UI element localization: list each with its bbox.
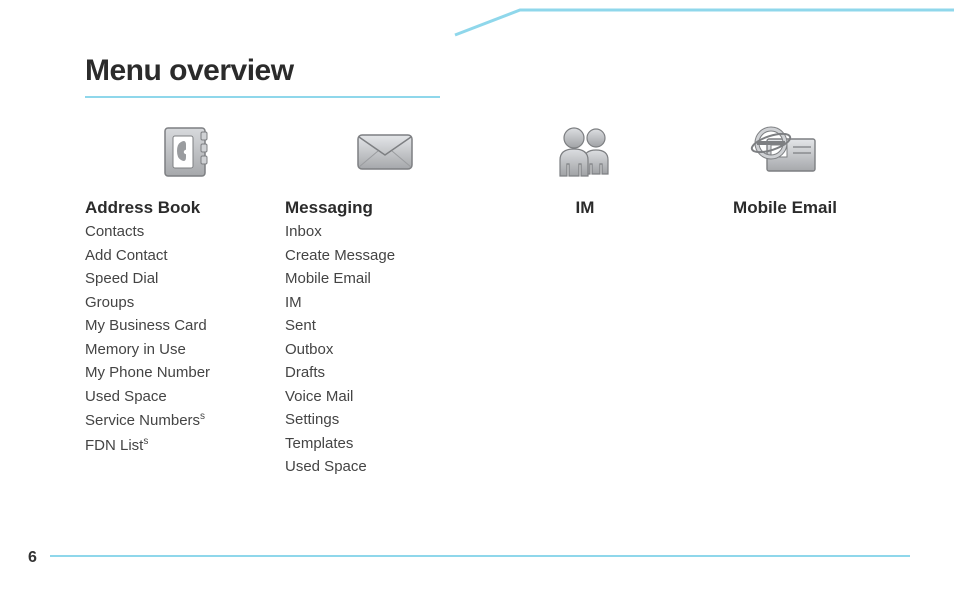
list-item: Used Space <box>285 457 395 477</box>
envelope-icon <box>354 120 416 184</box>
column-im: IM <box>485 120 685 477</box>
address-book-items: Contacts Add Contact Speed Dial Groups M… <box>85 222 210 455</box>
list-item: Mobile Email <box>285 269 395 289</box>
messaging-items: Inbox Create Message Mobile Email IM Sen… <box>285 222 395 477</box>
page-number: 6 <box>28 549 43 567</box>
list-item: Contacts <box>85 222 210 242</box>
im-title: IM <box>576 198 595 218</box>
list-item: Drafts <box>285 363 395 383</box>
mobile-email-title: Mobile Email <box>733 198 837 218</box>
page-title: Menu overview <box>85 54 294 88</box>
list-item: Used Space <box>85 387 210 407</box>
list-item: My Business Card <box>85 316 210 336</box>
list-item: Outbox <box>285 340 395 360</box>
list-item: Memory in Use <box>85 340 210 360</box>
menu-columns: Address Book Contacts Add Contact Speed … <box>85 120 885 477</box>
column-messaging: Messaging Inbox Create Message Mobile Em… <box>285 120 485 477</box>
title-underline <box>85 96 440 98</box>
list-item: Speed Dial <box>85 269 210 289</box>
list-item: My Phone Number <box>85 363 210 383</box>
list-item: Sent <box>285 316 395 336</box>
list-item: Settings <box>285 410 395 430</box>
list-item: Inbox <box>285 222 395 242</box>
list-item: Templates <box>285 434 395 454</box>
list-item: Groups <box>85 293 210 313</box>
list-item: Service Numberss <box>85 410 210 431</box>
list-item: FDN Lists <box>85 435 210 456</box>
people-icon <box>552 120 618 184</box>
column-mobile-email: Mobile Email <box>685 120 885 477</box>
mobile-email-icon <box>749 120 821 184</box>
footer-rule <box>50 555 910 557</box>
list-item: Create Message <box>285 246 395 266</box>
list-item: Voice Mail <box>285 387 395 407</box>
list-item: IM <box>285 293 395 313</box>
address-book-title: Address Book <box>85 198 200 218</box>
list-item: Add Contact <box>85 246 210 266</box>
address-book-icon <box>155 120 215 184</box>
messaging-title: Messaging <box>285 198 373 218</box>
column-address-book: Address Book Contacts Add Contact Speed … <box>85 120 285 477</box>
